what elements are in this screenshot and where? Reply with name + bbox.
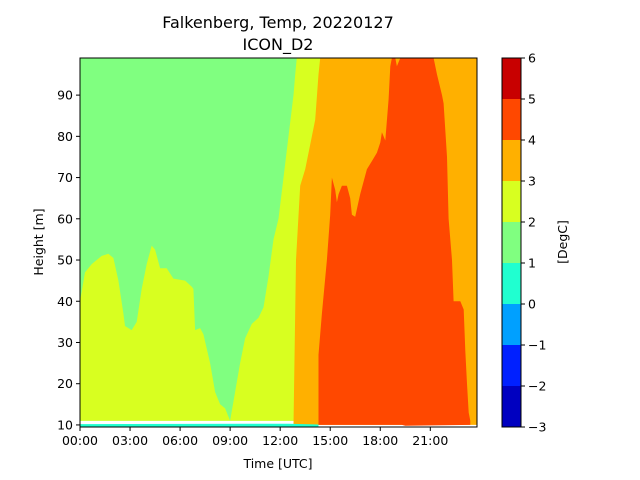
colorbar-band-6 [502,140,521,181]
colorbar-band-5 [502,181,521,222]
x-tick-label-6: 18:00 [362,433,398,448]
contour-region-4 [80,423,319,427]
colorbar-tick-label-7: 4 [528,133,536,148]
y-tick-label-2: 30 [57,335,73,350]
plot-frame [79,57,478,428]
y-tick-label-3: 40 [57,294,73,309]
y-axis-label: Height [m] [31,208,46,275]
chart-title-line1: Falkenberg, Temp, 20220127 [162,13,394,32]
colorbar-band-8 [502,58,521,99]
colorbar-tick-label-8: 5 [528,92,536,107]
y-tick-label-1: 20 [57,376,73,391]
colorbar-band-4 [502,222,521,263]
x-axis: 00:00 03:00 06:00 09:00 12:00 15:00 18:00 21:00 [62,427,448,448]
x-tick-label-2: 06:00 [162,433,198,448]
contour-region-1 [80,58,321,425]
x-tick-label-7: 21:00 [412,433,448,448]
colorbar-band-2 [502,304,521,345]
y-tick-label-5: 60 [57,211,73,226]
y-axis: 10 20 30 40 50 60 70 80 90 [57,88,80,432]
y-tick-label-4: 50 [57,253,73,268]
colorbar-tick-label-2: −1 [528,338,546,353]
x-tick-label-0: 00:00 [62,433,98,448]
contour-region-3 [318,58,471,426]
contour-regions [80,58,477,427]
x-tick-label-1: 03:00 [112,433,148,448]
colorbar-tick-label-0: −3 [528,420,546,435]
colorbar-band-1 [502,345,521,386]
x-tick-label-3: 09:00 [212,433,248,448]
colorbar-frame [501,57,522,428]
y-tick-label-8: 90 [57,88,73,103]
colorbar-tick-label-9: 6 [528,51,536,66]
colorbar-band-3 [502,263,521,304]
colorbar-tick-label-4: 1 [528,256,536,271]
colorbar: −3 −2 −1 0 1 2 3 4 5 6 [502,51,546,435]
x-tick-label-5: 15:00 [312,433,348,448]
colorbar-tick-label-6: 3 [528,174,536,189]
colorbar-tick-label-3: 0 [528,297,536,312]
colorbar-band-0 [502,386,521,427]
y-tick-label-7: 80 [57,129,73,144]
colorbar-tick-label-1: −2 [528,379,546,394]
colorbar-tick-label-5: 2 [528,215,536,230]
colorbar-label: [DegC] [555,220,570,264]
colorbar-band-7 [502,99,521,140]
x-tick-label-4: 12:00 [262,433,298,448]
x-axis-label: Time [UTC] [242,456,312,471]
y-tick-label-6: 70 [57,170,73,185]
chart-title-line2: ICON_D2 [243,35,314,55]
y-tick-label-0: 10 [57,417,73,432]
